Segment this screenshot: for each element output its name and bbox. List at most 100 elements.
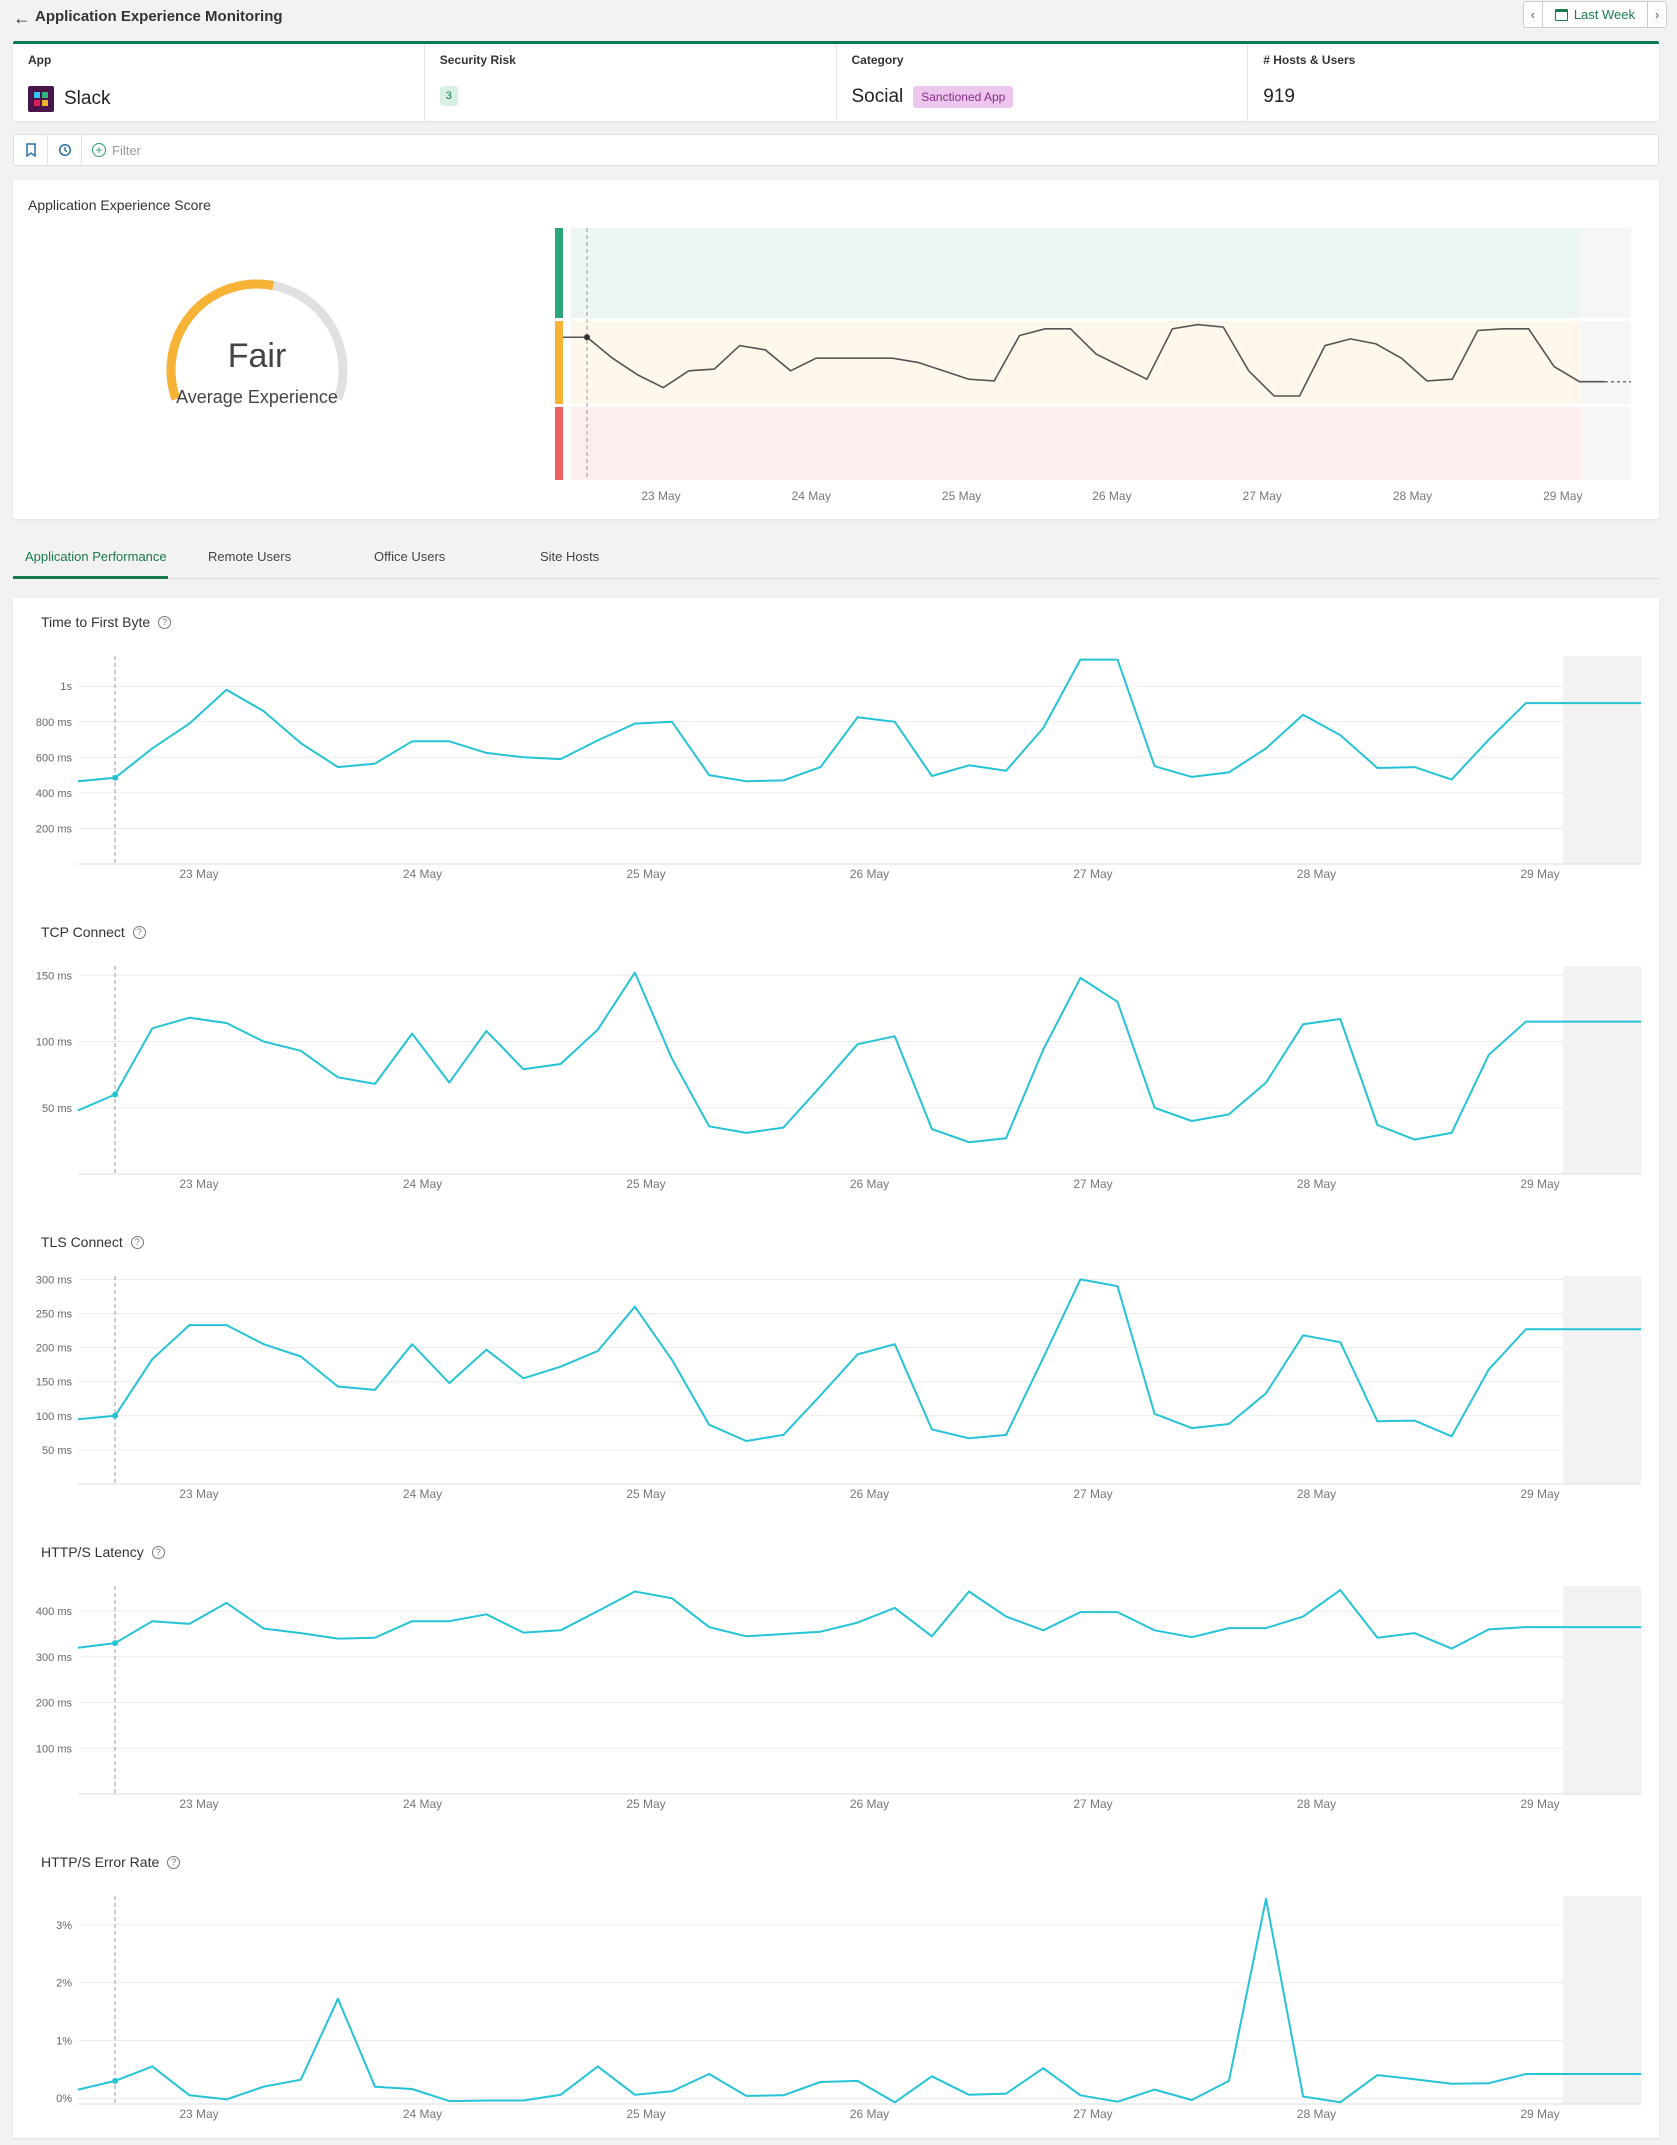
future-region [1563, 966, 1641, 1174]
x-tick-label: 28 May [1297, 2107, 1336, 2121]
hosts-users-value: 919 [1263, 86, 1295, 107]
y-tick-label: 800 ms [36, 717, 73, 729]
y-tick-label: 100 ms [36, 1743, 73, 1755]
plus-icon: + [92, 143, 106, 157]
y-tick-label: 200 ms [36, 823, 73, 835]
gauge-sublabel: Average Experience [176, 387, 338, 407]
perf-chart-1: 50 ms 100 ms 150 ms 23 May 24 May 25 May 26 Ma… [36, 966, 1641, 1191]
y-tick-label: 300 ms [36, 1274, 73, 1286]
date-range-picker: ‹ Last Week › [1522, 1, 1667, 28]
series-line [77, 1897, 1641, 2104]
experience-score-chart: 23 May 24 May 25 May 26 May 27 May 28 May 29 M… [555, 228, 1631, 503]
security-risk-label: Security Risk [439, 53, 516, 67]
x-tick-label: 25 May [626, 867, 665, 881]
help-icon[interactable]: ? [132, 925, 146, 939]
score-x-tick-label: 29 May [1543, 489, 1582, 503]
y-tick-label: 1s [60, 681, 72, 693]
active-tab-indicator [13, 576, 168, 579]
experience-score-card: Application Experience Score Fair Averag… [13, 180, 1659, 519]
series-line [77, 971, 1641, 1144]
score-line [586, 323, 1605, 397]
help-icon[interactable]: ? [151, 1545, 165, 1559]
series-line [77, 1278, 1641, 1442]
tab-office-users[interactable]: Office Users [374, 549, 446, 564]
chart-title-3: HTTP/S Latency? [41, 1544, 165, 1560]
x-tick-label: 29 May [1520, 2107, 1559, 2121]
bookmark-button[interactable] [14, 135, 48, 165]
hosts-users-column: # Hosts & Users 919 [1248, 44, 1659, 121]
x-tick-label: 23 May [179, 867, 218, 881]
help-icon[interactable]: ? [167, 1855, 181, 1869]
category-label: Category [851, 53, 904, 67]
page-title: Application Experience Monitoring [35, 8, 283, 25]
score-band-fair-future [1581, 321, 1631, 404]
chart-title-text: TLS Connect [41, 1234, 123, 1250]
data-point [112, 1640, 119, 1647]
y-tick-label: 150 ms [36, 970, 73, 982]
date-range-label: Last Week [1573, 7, 1635, 22]
x-tick-label: 24 May [403, 2107, 442, 2121]
category-value: Social [851, 86, 904, 107]
filter-bar: + Filter [13, 134, 1659, 166]
filter-placeholder: Filter [112, 142, 141, 158]
x-tick-label: 23 May [179, 1487, 218, 1501]
y-tick-label: 2% [56, 1978, 72, 1990]
tab-bar: Application Performance Remote Users Off… [13, 535, 1659, 579]
tab-site-hosts[interactable]: Site Hosts [540, 549, 600, 564]
category-column: Category Social Sanctioned App [837, 44, 1249, 121]
score-band-poor-marker [555, 407, 563, 480]
x-tick-label: 28 May [1297, 1797, 1336, 1811]
date-range-button[interactable]: Last Week [1541, 2, 1648, 27]
app-info-bar: App Slack Security Risk 3 Category Socia… [13, 41, 1659, 121]
series-line [77, 658, 1641, 783]
tab-application-performance[interactable]: Application Performance [25, 549, 167, 564]
score-band-poor-future [1581, 407, 1631, 480]
x-tick-label: 29 May [1520, 867, 1559, 881]
add-filter-button[interactable]: + Filter [82, 143, 141, 158]
app-name: Slack [64, 88, 111, 109]
y-tick-label: 100 ms [36, 1037, 73, 1049]
history-icon [58, 143, 71, 157]
x-tick-label: 25 May [626, 1797, 665, 1811]
data-point [112, 2077, 119, 2084]
chart-title-1: TCP Connect? [41, 924, 146, 940]
help-icon[interactable]: ? [130, 1235, 144, 1249]
prev-range-button[interactable]: ‹ [1530, 7, 1535, 22]
y-tick-label: 1% [56, 2035, 72, 2047]
perf-chart-0: 200 ms 400 ms 600 ms 800 ms 1s 23 May 24 May 25… [36, 656, 1641, 881]
x-tick-label: 24 May [403, 1487, 442, 1501]
score-band-good-marker [555, 228, 563, 318]
x-tick-label: 28 May [1297, 1177, 1336, 1191]
experience-score-title: Application Experience Score [28, 197, 211, 213]
chart-title-text: Time to First Byte [41, 614, 151, 630]
y-tick-label: 300 ms [36, 1652, 73, 1664]
x-tick-label: 26 May [850, 2107, 889, 2121]
calendar-icon [1554, 8, 1568, 21]
help-icon[interactable]: ? [158, 615, 172, 629]
score-x-tick-label: 26 May [1092, 489, 1131, 503]
x-tick-label: 27 May [1073, 1487, 1112, 1501]
security-risk-badge: 3 [439, 86, 458, 106]
performance-charts-card: Time to First Byte? 200 ms 400 ms 600 ms 800… [13, 598, 1659, 2138]
y-tick-label: 400 ms [36, 1606, 73, 1618]
data-point [112, 1091, 119, 1098]
arrow-left-icon[interactable]: ← [13, 8, 31, 28]
score-x-tick-label: 27 May [1243, 489, 1282, 503]
next-range-button[interactable]: › [1654, 7, 1660, 22]
y-tick-label: 400 ms [36, 788, 73, 800]
x-tick-label: 29 May [1520, 1177, 1559, 1191]
experience-gauge: Fair Average Experience [166, 279, 348, 407]
x-tick-label: 25 May [626, 1177, 665, 1191]
y-tick-label: 50 ms [42, 1445, 72, 1457]
perf-chart-4: 0% 1% 2% 3% 23 May 24 May 25 May 26 May 27 May 28… [56, 1896, 1641, 2121]
perf-chart-3: 100 ms 200 ms 300 ms 400 ms 23 May 24 May 25 M… [36, 1586, 1641, 1811]
tab-remote-users[interactable]: Remote Users [208, 549, 292, 564]
x-tick-label: 27 May [1073, 1797, 1112, 1811]
score-band-poor [571, 407, 1581, 480]
x-tick-label: 27 May [1073, 2107, 1112, 2121]
future-region [1563, 1586, 1641, 1794]
x-tick-label: 26 May [850, 1487, 889, 1501]
history-button[interactable] [48, 135, 82, 165]
x-tick-label: 25 May [626, 2107, 665, 2121]
security-risk-column: Security Risk 3 [425, 44, 837, 121]
